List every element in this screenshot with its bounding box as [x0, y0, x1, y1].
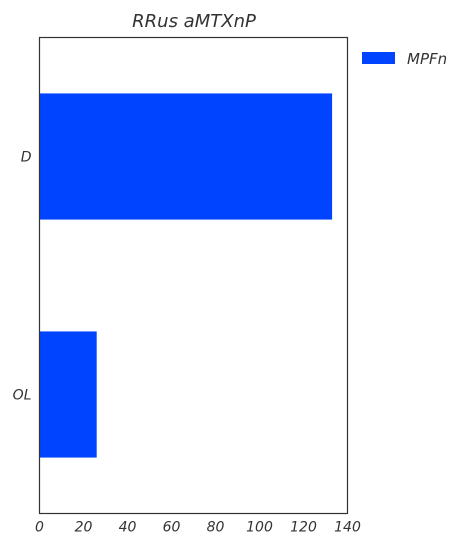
plot-frame — [38, 36, 349, 515]
x-tick-label-120: 120 — [290, 520, 317, 536]
x-tick-label-80: 80 — [207, 520, 225, 536]
legend-label-mpfn: MPFn — [407, 50, 447, 68]
legend: MPFn — [362, 50, 447, 68]
y-tick-label-ol: OL — [13, 388, 32, 404]
x-tick-label-0: 0 — [35, 520, 44, 536]
x-axis-ticks: 0 20 40 60 80 100 120 140 — [35, 520, 361, 536]
bar-ol — [39, 331, 97, 458]
x-tick-label-60: 60 — [163, 520, 181, 536]
x-tick-label-40: 40 — [119, 520, 137, 536]
y-axis-ticks: D OL — [13, 150, 32, 404]
x-tick-label-100: 100 — [246, 520, 273, 536]
bar-d — [39, 93, 333, 220]
legend-swatch-mpfn — [362, 52, 395, 64]
x-tick-label-140: 140 — [334, 520, 361, 536]
x-tick-label-20: 20 — [75, 520, 93, 536]
chart-title: RRus aMTXnP — [132, 11, 256, 32]
bars-layer — [39, 93, 333, 458]
y-tick-label-d: D — [21, 150, 32, 166]
